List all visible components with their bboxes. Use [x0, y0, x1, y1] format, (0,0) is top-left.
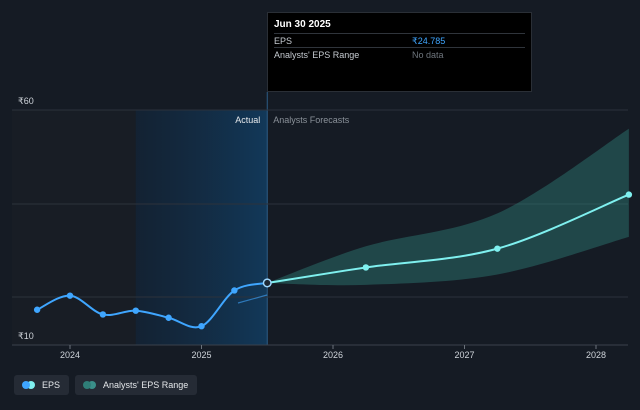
y-tick-label: ₹10 — [18, 331, 34, 341]
eps-actual-point — [165, 314, 172, 321]
eps-actual-point — [33, 306, 41, 313]
legend-item-range[interactable]: Analysts' EPS Range — [75, 375, 198, 395]
tooltip-date: Jun 30 2025 — [274, 19, 331, 30]
legend-range-icon — [83, 381, 98, 389]
eps-range-start-stub — [237, 294, 268, 304]
eps-forecast-point — [494, 245, 501, 252]
tooltip-eps-value: ₹24.785 — [412, 36, 446, 46]
x-tick-label: 2028 — [586, 350, 606, 360]
eps-actual-point — [231, 287, 238, 294]
legend-range-label: Analysts' EPS Range — [103, 380, 189, 390]
actual-past-shade — [12, 110, 136, 345]
y-tick-label: ₹60 — [18, 96, 34, 106]
legend-range-dot-1 — [83, 381, 92, 389]
legend-eps-dot-actual — [22, 381, 30, 389]
legend-range-dot-2 — [88, 381, 97, 389]
eps-actual-point — [66, 292, 74, 299]
tooltip-range-value: No data — [412, 50, 444, 60]
eps-actual-point — [132, 307, 139, 314]
tooltip-row-range: Analysts' EPS Range No data — [274, 47, 525, 62]
eps-present-marker — [262, 278, 272, 288]
eps-actual-point — [99, 311, 107, 318]
tooltip-row-eps: EPS ₹24.785 — [274, 33, 525, 48]
analysts-eps-range-band — [267, 128, 629, 286]
legend-eps-icon — [22, 381, 37, 389]
x-tick-label: 2027 — [454, 350, 474, 360]
eps-forecast-point — [625, 191, 633, 198]
legend-eps-label: EPS — [42, 380, 61, 390]
x-tick-label: 2025 — [191, 350, 211, 360]
eps-actual-point — [198, 323, 205, 330]
eps-forecast-point — [362, 264, 370, 271]
x-tick-label: 2026 — [323, 350, 343, 360]
eps-forecast-line — [267, 193, 630, 284]
legend-eps-dot-forecast — [27, 381, 35, 389]
legend: EPS Analysts' EPS Range — [14, 375, 198, 395]
tooltip-eps-label: EPS — [274, 36, 293, 46]
tooltip: Jun 30 2025 EPS ₹24.785 Analysts' EPS Ra… — [267, 12, 532, 92]
tooltip-range-label: Analysts' EPS Range — [274, 50, 360, 60]
section-label-actual: Actual — [235, 115, 260, 125]
actual-highlight-band — [135, 110, 268, 345]
section-label-forecast: Analysts Forecasts — [273, 115, 350, 125]
x-tick-label: 2024 — [60, 350, 80, 360]
legend-item-eps[interactable]: EPS — [14, 375, 70, 395]
